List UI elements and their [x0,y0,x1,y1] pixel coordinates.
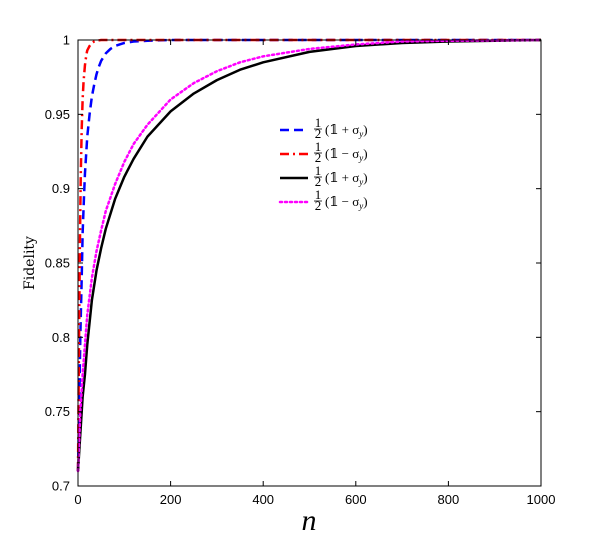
y-tick-label: 0.75 [45,404,70,419]
legend-label-close: ) [363,194,367,209]
legend-fraction-numerator: 1 [315,163,322,178]
x-tick-label: 0 [74,492,81,507]
y-tick-label: 0.9 [52,181,70,196]
y-axis-title: Fidelity [22,236,38,290]
y-tick-label: 0.7 [52,479,70,494]
y-tick-label: 0.95 [45,107,70,122]
series-layer [76,38,543,473]
legend-label-body: (𝟙 + σ [325,122,359,137]
x-tick-label: 400 [252,492,274,507]
legend-fraction-denominator: 2 [315,150,322,165]
legend: 12 (𝟙 + σy)12 (𝟙 − σy)12 (𝟙 + σy)12 (𝟙 − σy) [278,115,368,213]
x-axis-title: n [302,504,317,537]
legend-label-close: ) [363,122,367,137]
tick-layer: 0 200 400 600 800 1000 0.7 0.75 0.8 0.85 0.9 0.95 1 [45,33,556,508]
legend-entry-1: 12 (𝟙 + σy) [280,115,368,141]
x-tick-label: 1000 [527,492,556,507]
legend-label-body: (𝟙 + σ [325,170,359,185]
legend-entry-4: 12 (𝟙 − σy) [278,187,368,213]
legend-entry-2: 12 (𝟙 − σy) [280,139,368,165]
legend-entry-3: 12 (𝟙 + σy) [280,163,368,189]
legend-label-subscript: y [358,201,363,211]
legend-label: (𝟙 + σy) [325,122,368,139]
legend-label-subscript: y [358,153,363,163]
legend-label-subscript: y [358,129,363,139]
series-line-2 [76,38,541,472]
legend-fraction-numerator: 1 [315,187,322,202]
y-tick-label: 0.85 [45,256,70,271]
legend-label-body: (𝟙 − σ [325,194,359,209]
legend-label: (𝟙 − σy) [325,194,368,211]
legend-label: (𝟙 + σy) [325,170,368,187]
series-line-4 [76,38,543,473]
legend-fraction-denominator: 2 [315,198,322,213]
x-tick-label: 600 [345,492,367,507]
x-tick-label: 200 [160,492,182,507]
legend-label-close: ) [363,170,367,185]
series-line-3 [76,38,542,472]
legend-fraction-numerator: 1 [315,115,322,130]
x-tick-label: 800 [438,492,460,507]
y-tick-label: 1 [63,33,70,48]
legend-fraction-denominator: 2 [315,126,322,141]
legend-label-body: (𝟙 − σ [325,146,359,161]
legend-fraction-numerator: 1 [315,139,322,154]
legend-label-close: ) [363,146,367,161]
legend-label: (𝟙 − σy) [325,146,368,163]
y-tick-label: 0.8 [52,330,70,345]
legend-fraction-denominator: 2 [315,174,322,189]
plot-area [78,40,541,486]
legend-label-subscript: y [358,177,363,187]
